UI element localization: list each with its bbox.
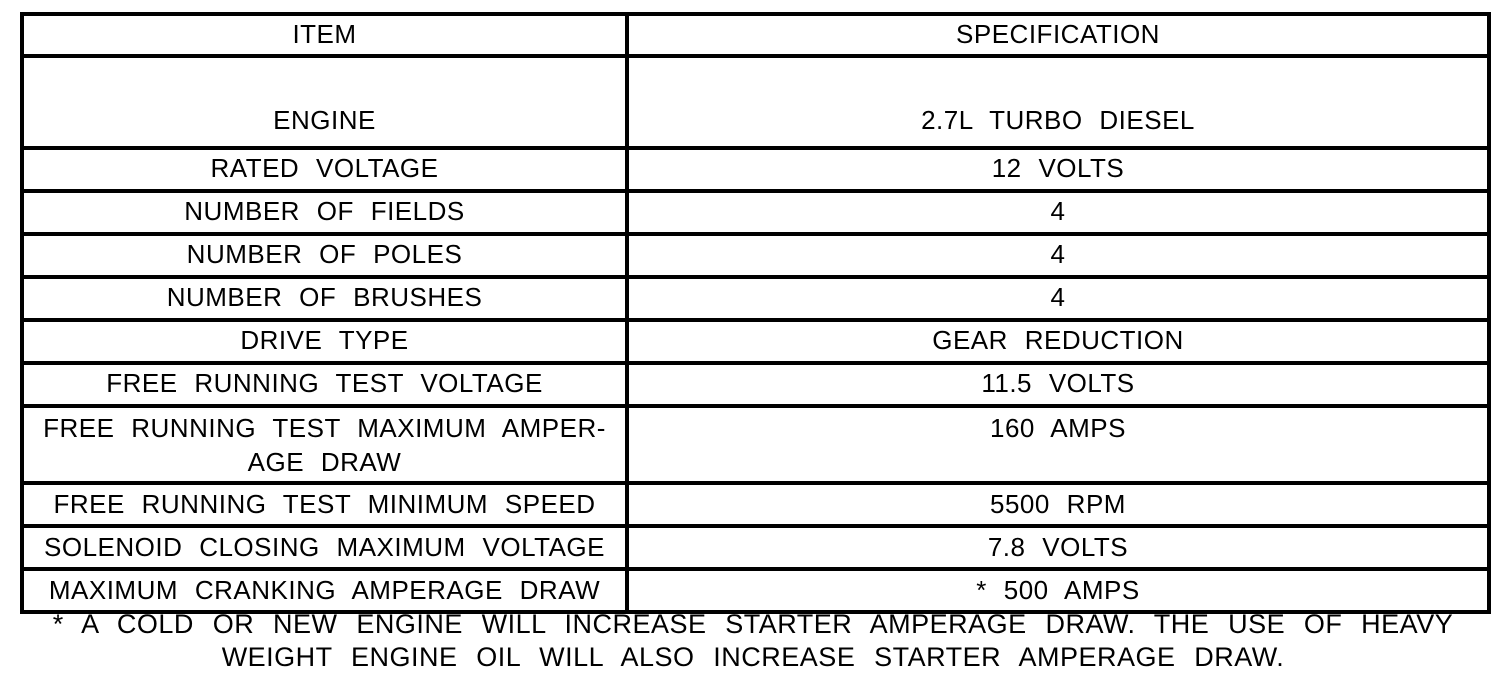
item-cell: ENGINE	[20, 53, 629, 150]
item-cell: MAXIMUM CRANKING AMPERAGE DRAW	[20, 567, 629, 615]
table-row-number-of-poles: NUMBER OF POLES 4	[20, 231, 1491, 279]
spec-cell: 2.7L TURBO DIESEL	[625, 53, 1491, 150]
table-row-number-of-fields: NUMBER OF FIELDS 4	[20, 188, 1491, 236]
item-cell: RATED VOLTAGE	[20, 145, 629, 193]
item-cell: SOLENOID CLOSING MAXIMUM VOLTAGE	[20, 524, 629, 572]
spec-cell: 160 AMPS	[625, 403, 1491, 486]
spec-cell: 5500 RPM	[625, 481, 1491, 529]
table-row-drive-type: DRIVE TYPE GEAR REDUCTION	[20, 317, 1491, 365]
table-header-row: ITEM SPECIFICATION	[20, 12, 1491, 58]
table-row-free-running-test-voltage: FREE RUNNING TEST VOLTAGE 11.5 VOLTS	[20, 360, 1491, 408]
table-row-free-running-test-min-speed: FREE RUNNING TEST MINIMUM SPEED 5500 RPM	[20, 481, 1491, 529]
column-header-specification: SPECIFICATION	[625, 12, 1491, 58]
item-cell: NUMBER OF FIELDS	[20, 188, 629, 236]
item-cell: NUMBER OF POLES	[20, 231, 629, 279]
table-row-number-of-brushes: NUMBER OF BRUSHES 4	[20, 274, 1491, 322]
item-cell: NUMBER OF BRUSHES	[20, 274, 629, 322]
table-row-solenoid-closing-max-voltage: SOLENOID CLOSING MAXIMUM VOLTAGE 7.8 VOL…	[20, 524, 1491, 572]
spec-cell: 4	[625, 231, 1491, 279]
table-row-max-cranking-amperage: MAXIMUM CRANKING AMPERAGE DRAW * 500 AMP…	[20, 567, 1491, 615]
spec-cell: GEAR REDUCTION	[625, 317, 1491, 365]
item-cell: FREE RUNNING TEST MAXIMUM AMPER- AGE DRA…	[20, 403, 629, 486]
item-cell: FREE RUNNING TEST MINIMUM SPEED	[20, 481, 629, 529]
spec-cell: 4	[625, 274, 1491, 322]
spec-cell: * 500 AMPS	[625, 567, 1491, 615]
table-row-free-running-test-max-amperage: FREE RUNNING TEST MAXIMUM AMPER- AGE DRA…	[20, 403, 1491, 486]
item-cell: DRIVE TYPE	[20, 317, 629, 365]
spec-cell: 7.8 VOLTS	[625, 524, 1491, 572]
footnote: * A COLD OR NEW ENGINE WILL INCREASE STA…	[52, 609, 1454, 672]
table-row-rated-voltage: RATED VOLTAGE 12 VOLTS	[20, 145, 1491, 193]
spec-cell: 11.5 VOLTS	[625, 360, 1491, 408]
item-cell: FREE RUNNING TEST VOLTAGE	[20, 360, 629, 408]
spec-cell: 12 VOLTS	[625, 145, 1491, 193]
column-header-item: ITEM	[20, 12, 629, 58]
table-row-engine: ENGINE 2.7L TURBO DIESEL	[20, 53, 1491, 150]
starter-specification-table: ITEM SPECIFICATION ENGINE 2.7L TURBO DIE…	[20, 12, 1491, 615]
spec-cell: 4	[625, 188, 1491, 236]
